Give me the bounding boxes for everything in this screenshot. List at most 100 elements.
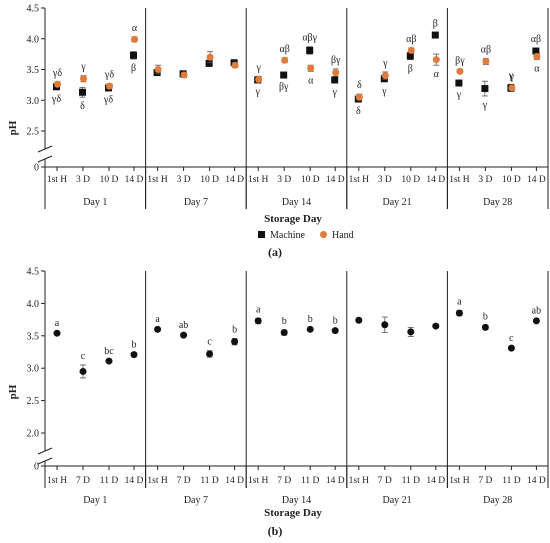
y-tick-label: 3.5 xyxy=(27,65,40,76)
significance-letter: γ xyxy=(331,87,337,98)
x-tick-label: 10 D xyxy=(401,175,420,185)
y-tick-label: 2.5 xyxy=(27,396,40,407)
data-point-hand xyxy=(255,75,263,83)
significance-letter: βγ xyxy=(331,55,341,66)
significance-letter: βγ xyxy=(279,81,289,92)
significance-letter: γδ xyxy=(104,70,114,81)
data-point-hand xyxy=(407,46,415,54)
y-tick-label: 3.5 xyxy=(27,331,40,342)
legend-label: Hand xyxy=(332,230,354,241)
legend-marker xyxy=(258,231,265,238)
group-label: Day 1 xyxy=(83,197,107,208)
x-tick-label: 1st H xyxy=(449,476,469,486)
data-point-machine xyxy=(481,85,489,93)
x-tick-label: 1st H xyxy=(147,476,167,486)
chart-panel-b: 4.5 4.0 3.5 3.0 2.5 2.0 0 Day 1 1st H 7 D 11 D 14 D… xyxy=(7,267,549,538)
significance-letter: β xyxy=(131,63,136,74)
data-point-hand xyxy=(432,56,440,64)
data-point-machine xyxy=(79,88,86,96)
x-tick-label: 14 D xyxy=(326,175,345,185)
x-tick-label: 1st H xyxy=(248,476,268,486)
group-label: Day 28 xyxy=(483,495,512,506)
axis-break-mark xyxy=(37,145,53,153)
data-point-machine xyxy=(455,79,463,87)
data-point-hand xyxy=(54,80,61,88)
data-point-hand xyxy=(482,58,490,66)
significance-letter: α xyxy=(308,75,314,86)
group-label: Day 28 xyxy=(483,197,512,208)
data-point-machine xyxy=(431,31,439,39)
significance-letter: γ xyxy=(80,62,86,73)
significance-letter: αβ xyxy=(481,44,491,55)
x-tick-label: 3 D xyxy=(277,175,291,185)
significance-letter: a xyxy=(55,318,60,329)
x-tick-label: 3 D xyxy=(478,175,492,185)
y-tick-label: 4.0 xyxy=(27,299,40,310)
data-point-series xyxy=(280,329,288,337)
y-tick-label: 3.0 xyxy=(27,96,40,107)
x-tick-label: 11 D xyxy=(200,476,219,486)
axis-break-mark xyxy=(37,457,53,465)
significance-letter: γ xyxy=(508,70,514,81)
significance-letter: αβγ xyxy=(302,33,317,44)
data-point-series xyxy=(507,344,515,352)
significance-letter: αβ xyxy=(406,34,416,45)
legend-marker xyxy=(320,231,327,238)
group-label: Day 21 xyxy=(383,197,412,208)
x-axis-title: Storage Day xyxy=(264,507,322,519)
axis-break-mark xyxy=(37,155,53,163)
significance-letter: a xyxy=(155,314,160,325)
data-point-hand xyxy=(307,64,315,72)
x-tick-label: 14 D xyxy=(527,175,546,185)
significance-letter: b xyxy=(282,316,287,327)
x-tick-label: 10 D xyxy=(301,175,320,185)
x-tick-label: 10 D xyxy=(100,175,119,185)
data-point-hand xyxy=(231,61,239,69)
data-point-series xyxy=(154,325,162,333)
x-tick-label: 3 D xyxy=(177,175,191,185)
data-point-hand xyxy=(281,56,289,64)
y-tick-label: 4.0 xyxy=(27,34,40,45)
axis-break-mark xyxy=(37,447,53,455)
significance-letter: α xyxy=(534,64,540,75)
x-tick-label: 11 D xyxy=(502,476,521,486)
data-point-series xyxy=(53,329,61,337)
data-point-hand xyxy=(206,53,214,61)
significance-letter: γ xyxy=(482,100,488,111)
x-tick-label: 7 D xyxy=(378,476,392,486)
significance-letter: γ xyxy=(254,86,260,97)
data-point-series xyxy=(455,309,463,317)
y-tick-label: 4.5 xyxy=(27,4,40,15)
significance-letter: bc xyxy=(104,346,114,357)
significance-letter: a xyxy=(256,304,261,315)
data-point-machine xyxy=(280,71,288,79)
data-point-hand xyxy=(533,53,541,61)
significance-letter: β xyxy=(408,64,413,75)
group-label: Day 7 xyxy=(184,197,208,208)
group-label: Day 1 xyxy=(83,495,107,506)
data-point-series xyxy=(306,325,314,333)
significance-letter: α xyxy=(132,23,138,34)
data-point-series xyxy=(381,321,389,329)
data-point-hand xyxy=(180,71,188,79)
data-point-series xyxy=(254,317,262,325)
significance-letter: αβ xyxy=(531,34,541,45)
significance-letter: α xyxy=(434,69,440,80)
x-tick-label: 10 D xyxy=(502,175,521,185)
significance-letter: c xyxy=(509,333,514,344)
significance-letter: b xyxy=(333,315,338,326)
significance-letter: γδ xyxy=(51,94,61,105)
x-tick-label: 1st H xyxy=(47,175,67,185)
group-label: Day 14 xyxy=(282,197,311,208)
data-point-hand xyxy=(456,67,464,75)
x-tick-label: 1st H xyxy=(147,175,167,185)
significance-letter: γ xyxy=(509,71,515,82)
x-tick-label: 11 D xyxy=(100,476,119,486)
data-point-series xyxy=(79,367,87,375)
significance-letter: δ xyxy=(357,80,362,91)
significance-letter: δ xyxy=(80,101,85,112)
significance-letter: b xyxy=(132,339,137,350)
data-point-series xyxy=(105,357,113,365)
data-point-series xyxy=(432,322,440,330)
